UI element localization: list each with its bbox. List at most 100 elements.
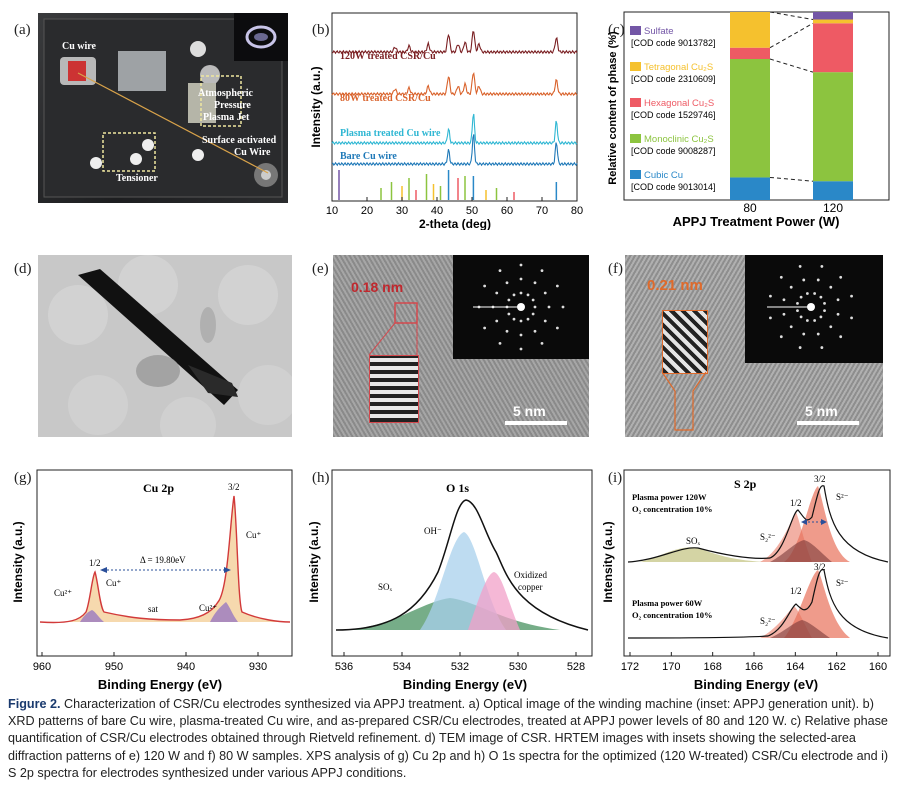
annot-32-top: 3/2 <box>814 474 826 484</box>
x-tick-label: 162 <box>827 661 845 673</box>
diffraction-spot <box>498 341 502 345</box>
legend-swatch <box>630 170 641 179</box>
legend-code: [COD code 9013782] <box>631 38 716 48</box>
legend-name: Hexagonal Cu₂S <box>644 98 714 109</box>
x-tick-label: 20 <box>361 205 373 217</box>
xps-cu2p-chart: Cu 2p 3/2 1/2 Cu⁺ Cu⁺ Cu²⁺ Cu²⁺ sat Δ = … <box>11 469 293 692</box>
spectrum-bottom <box>627 569 889 639</box>
legend-swatch <box>630 98 641 107</box>
diffraction-spot <box>805 292 809 295</box>
legend-code: [COD code 2310609] <box>631 74 716 84</box>
diffraction-spot <box>540 341 544 345</box>
plot-frame <box>36 469 293 657</box>
x-tick-label: 950 <box>105 661 123 673</box>
title: O 1s <box>446 481 469 495</box>
connector-line <box>769 11 814 21</box>
annot-sat: sat <box>148 604 158 614</box>
diffraction-spot <box>820 265 824 268</box>
panel-label: (e) <box>312 261 329 277</box>
diffraction-spot <box>543 319 547 323</box>
panel-g: (g) Cu 2p 3/2 1/2 Cu⁺ Cu⁺ Cu²⁺ Cu²⁺ sat … <box>0 462 300 692</box>
sn-component-top <box>770 540 832 562</box>
legend-name: Monoclinic Cu₂S <box>644 134 714 145</box>
diffraction-spot <box>531 298 535 302</box>
x-axis-label: APPJ Treatment Power (W) <box>673 214 840 229</box>
x-tick-label: 536 <box>335 661 353 673</box>
spectrum-line <box>39 495 291 624</box>
trace-label-80w: 80W treated CSR/Cu <box>340 93 431 104</box>
label-plasma-jet: Plasma Jet <box>203 112 250 123</box>
diffraction-spot <box>769 316 772 320</box>
connector-line <box>769 58 814 73</box>
y-axis-label: Intensity (a.u.) <box>601 521 615 602</box>
diffraction-spot <box>850 316 853 320</box>
phase-chart: 80 120 Sulfate[COD code 9013782] Tetragona… <box>607 11 890 229</box>
diffraction-spot <box>796 309 799 313</box>
diffraction-spot <box>820 346 824 349</box>
annot-sn-top: S₂²⁻ <box>760 532 776 542</box>
x-tick-label: 532 <box>451 661 469 673</box>
diffraction-spot <box>519 347 523 351</box>
diffraction-spot <box>498 269 502 273</box>
connector-line <box>769 22 814 49</box>
annot-oh: OH⁻ <box>424 526 442 536</box>
panel-label: (b) <box>312 22 330 38</box>
diffraction-spot <box>796 301 799 305</box>
sox-component <box>640 547 765 562</box>
legend-name: Tetragonal Cu₂S <box>644 62 713 73</box>
x-tick-label: 168 <box>703 661 721 673</box>
x-tick-label: 166 <box>745 661 763 673</box>
trace-label-plasma: Plasma treated Cu wire <box>340 128 441 139</box>
diffraction-spot <box>836 298 840 302</box>
diffraction-spot <box>829 285 833 289</box>
spectrum-top <box>627 485 889 563</box>
annot-cuplus-l: Cu⁺ <box>106 578 122 588</box>
fft-zoom-inset <box>369 355 419 423</box>
diffraction-spot <box>505 329 509 333</box>
saed-inset <box>453 255 589 359</box>
bar-segment-cubic-cu-80 <box>730 177 770 200</box>
panel-label: (f) <box>608 261 623 277</box>
diffraction-spot <box>769 294 772 298</box>
legend-swatch <box>630 26 641 35</box>
plot-frame <box>623 469 891 657</box>
diffraction-spot <box>512 317 516 321</box>
annot-sox: SOₓ <box>686 536 701 546</box>
xrd-trace-1 <box>331 71 578 97</box>
diffraction-spot <box>507 298 511 302</box>
diffraction-spot <box>813 319 817 322</box>
diffraction-spot <box>836 312 840 316</box>
diffraction-spot <box>802 332 806 336</box>
diffraction-spot <box>819 295 823 299</box>
legend-swatch <box>630 62 641 71</box>
label-pressure: Pressure <box>214 100 251 111</box>
x-tick-label: 170 <box>662 661 680 673</box>
label-cu-wire: Cu wire <box>62 41 96 52</box>
diffraction-spot <box>483 326 487 330</box>
label-cu-wire-2: Cu Wire <box>234 147 271 158</box>
winding-machine-photo: Cu wire Atmospheric Pressure Plasma Jet … <box>38 13 288 203</box>
diffraction-spot <box>495 291 499 295</box>
bar-segment-sulfate-120 <box>813 12 853 20</box>
label-atmospheric: Atmospheric <box>198 88 253 99</box>
condition-top-o2: O₂ concentration 10% <box>632 504 712 514</box>
panel-label: (g) <box>14 470 32 486</box>
diffraction-spot <box>533 305 537 309</box>
x-tick-label: 160 <box>869 661 887 673</box>
panel-i: (i) S 2p Plasma power 120W O₂ concentrat… <box>600 462 898 692</box>
panel-label: (a) <box>14 22 31 38</box>
diffraction-spot <box>526 317 530 321</box>
fit-area <box>40 496 290 623</box>
diffraction-spot <box>823 301 826 305</box>
trace-label-120w: 120W treated CSR/Cu <box>340 51 436 62</box>
cu2-component-l <box>80 610 104 622</box>
bar-segment-monoclinic-cu-s-80 <box>730 59 770 178</box>
x-tick-label-80: 80 <box>743 201 757 215</box>
annot-cuplus-r: Cu⁺ <box>246 530 262 540</box>
x-tick-label: 164 <box>786 661 804 673</box>
fft-zoom-inset <box>662 310 708 374</box>
diffraction-spot <box>850 294 853 298</box>
diffraction-spot <box>823 309 826 313</box>
diffraction-spot <box>533 329 537 333</box>
x-tick-label: 960 <box>33 661 51 673</box>
